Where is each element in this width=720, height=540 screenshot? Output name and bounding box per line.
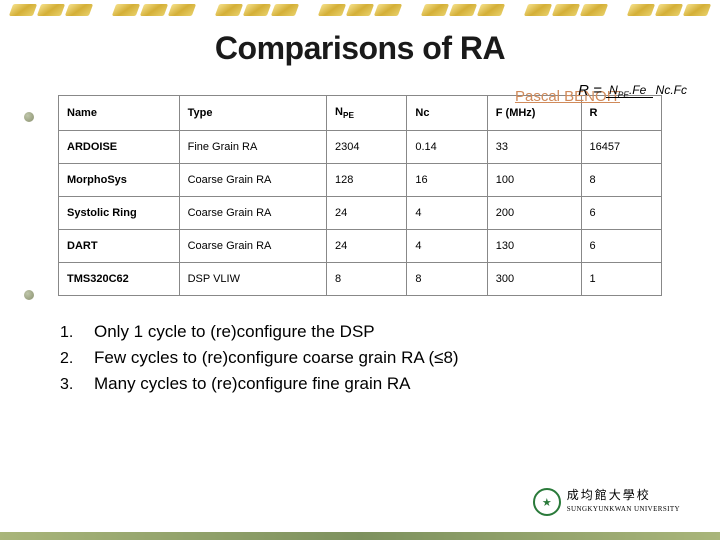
table-row: MorphoSysCoarse Grain RA128161008 <box>59 164 662 197</box>
list-number: 3. <box>60 376 94 394</box>
list-text: Many cycles to (re)configure fine grain … <box>94 374 411 394</box>
notes-list: 1.Only 1 cycle to (re)configure the DSP2… <box>60 322 660 394</box>
gold-bar-icon <box>37 4 65 16</box>
formula-lhs: R = <box>578 82 602 99</box>
table-cell: 0.14 <box>407 131 487 164</box>
gold-bar-icon <box>655 4 683 16</box>
table-cell: 128 <box>326 164 406 197</box>
gold-bar-icon <box>65 4 93 16</box>
table-cell: 16457 <box>581 131 661 164</box>
gold-bar-cluster <box>319 4 401 18</box>
table-header: Nc <box>407 96 487 131</box>
table-cell: 8 <box>326 263 406 296</box>
bottom-border-decoration <box>0 532 720 540</box>
table-cell: 1 <box>581 263 661 296</box>
gold-bar-icon <box>627 4 655 16</box>
table-cell: DSP VLIW <box>179 263 326 296</box>
gold-bar-icon <box>421 4 449 16</box>
table-cell: Systolic Ring <box>59 197 180 230</box>
table-cell: Coarse Grain RA <box>179 197 326 230</box>
gold-bar-icon <box>477 4 505 16</box>
gold-bar-cluster <box>216 4 298 18</box>
table-cell: ARDOISE <box>59 131 180 164</box>
formula-numerator: NPE.Fe <box>606 83 653 98</box>
list-item: 2.Few cycles to (re)configure coarse gra… <box>60 348 660 368</box>
table-cell: 6 <box>581 230 661 263</box>
gold-bar-cluster <box>10 4 92 18</box>
gold-bar-icon <box>9 4 37 16</box>
table-cell: Fine Grain RA <box>179 131 326 164</box>
list-text: Only 1 cycle to (re)configure the DSP <box>94 322 375 342</box>
table-cell: 300 <box>487 263 581 296</box>
logo-text: 成均館大學校 SUNGKYUNKWAN UNIVERSITY <box>567 489 680 514</box>
gold-bar-cluster <box>113 4 195 18</box>
table-cell: 16 <box>407 164 487 197</box>
table-row: ARDOISEFine Grain RA23040.143316457 <box>59 131 662 164</box>
gold-bar-icon <box>168 4 196 16</box>
table-cell: 2304 <box>326 131 406 164</box>
table-row: DARTCoarse Grain RA2441306 <box>59 230 662 263</box>
table-cell: 130 <box>487 230 581 263</box>
table-cell: 8 <box>407 263 487 296</box>
logo-seal-icon <box>533 488 561 516</box>
list-number: 2. <box>60 350 94 368</box>
table-row: Systolic RingCoarse Grain RA2442006 <box>59 197 662 230</box>
logo-en: SUNGKYUNKWAN UNIVERSITY <box>567 505 680 513</box>
formula-denominator: Nc.Fc <box>653 83 690 97</box>
formula-fraction: NPE.Fe Nc.Fc <box>606 82 690 100</box>
table-header: Type <box>179 96 326 131</box>
gold-bar-icon <box>215 4 243 16</box>
gold-bar-icon <box>449 4 477 16</box>
gold-bar-icon <box>374 4 402 16</box>
page-title: Comparisons of RA <box>0 30 720 67</box>
comparison-table-wrap: NameTypeNPENcF (MHz)R ARDOISEFine Grain … <box>58 95 662 296</box>
table-cell: Coarse Grain RA <box>179 230 326 263</box>
university-logo: 成均館大學校 SUNGKYUNKWAN UNIVERSITY <box>533 488 680 516</box>
table-cell: 4 <box>407 197 487 230</box>
table-header: Name <box>59 96 180 131</box>
table-cell: 6 <box>581 197 661 230</box>
list-text: Few cycles to (re)configure coarse grain… <box>94 348 459 368</box>
gold-bar-cluster <box>628 4 710 18</box>
gold-bar-cluster <box>422 4 504 18</box>
gold-bar-icon <box>318 4 346 16</box>
gold-bar-icon <box>580 4 608 16</box>
table-cell: DART <box>59 230 180 263</box>
gold-bar-icon <box>112 4 140 16</box>
table-cell: 200 <box>487 197 581 230</box>
table-cell: Coarse Grain RA <box>179 164 326 197</box>
gold-bar-cluster <box>525 4 607 18</box>
comparison-table: NameTypeNPENcF (MHz)R ARDOISEFine Grain … <box>58 95 662 296</box>
table-cell: 8 <box>581 164 661 197</box>
bullet-icon <box>24 112 34 122</box>
gold-bar-icon <box>346 4 374 16</box>
table-cell: MorphoSys <box>59 164 180 197</box>
gold-bar-icon <box>243 4 271 16</box>
table-cell: 33 <box>487 131 581 164</box>
gold-bar-icon <box>140 4 168 16</box>
top-border-decoration <box>0 0 720 22</box>
table-cell: TMS320C62 <box>59 263 180 296</box>
gold-bar-icon <box>271 4 299 16</box>
formula: R = NPE.Fe Nc.Fc <box>578 82 690 100</box>
table-cell: 24 <box>326 230 406 263</box>
logo-kr: 成均館大學校 <box>567 488 651 502</box>
table-header: NPE <box>326 96 406 131</box>
bullet-icon <box>24 290 34 300</box>
table-cell: 100 <box>487 164 581 197</box>
table-row: TMS320C62DSP VLIW883001 <box>59 263 662 296</box>
list-item: 3.Many cycles to (re)configure fine grai… <box>60 374 660 394</box>
list-item: 1.Only 1 cycle to (re)configure the DSP <box>60 322 660 342</box>
gold-bar-icon <box>683 4 711 16</box>
gold-bar-icon <box>552 4 580 16</box>
gold-bar-icon <box>524 4 552 16</box>
list-number: 1. <box>60 324 94 342</box>
table-cell: 4 <box>407 230 487 263</box>
table-cell: 24 <box>326 197 406 230</box>
